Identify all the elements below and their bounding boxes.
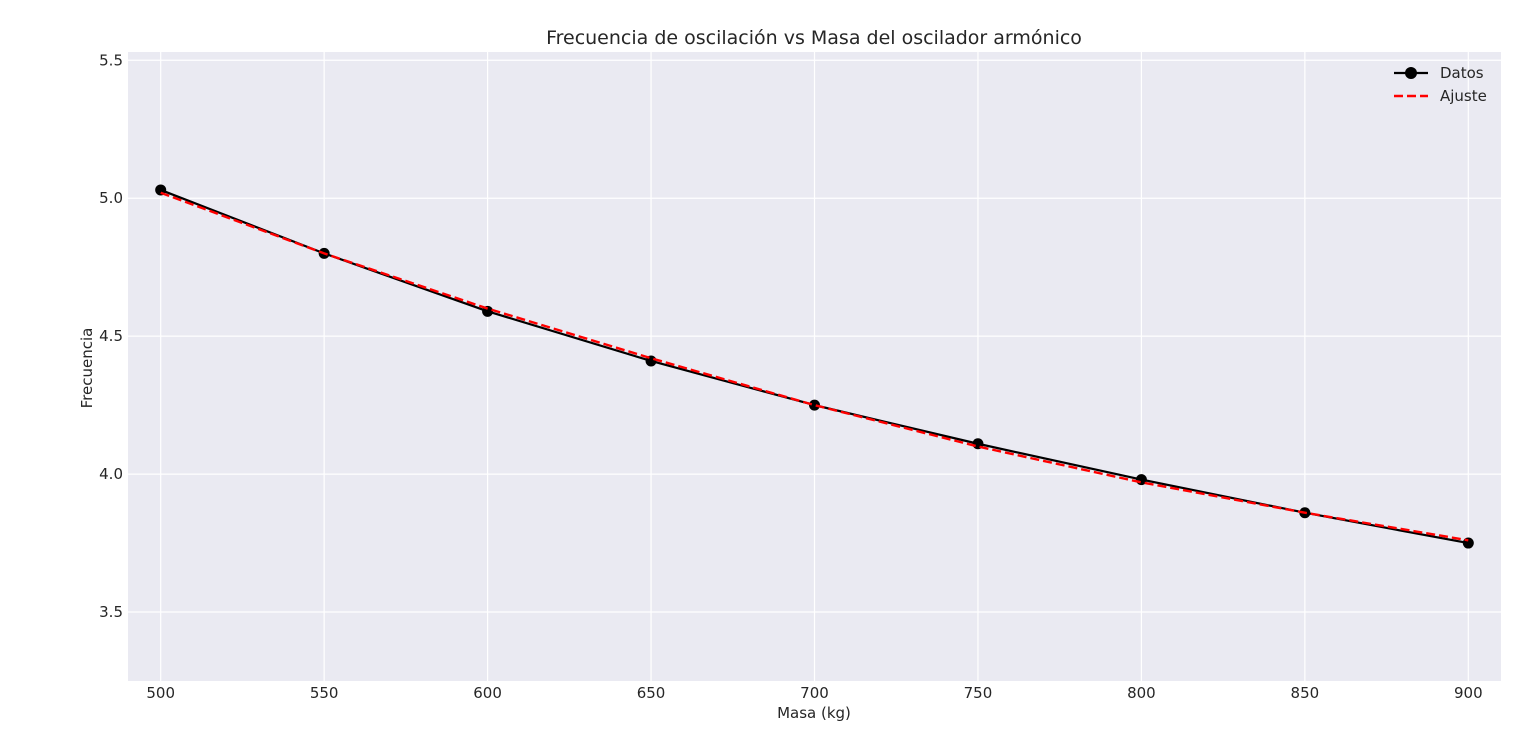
y-tick-label: 5.5 bbox=[99, 51, 123, 69]
y-tick-labels: 3.5 4.0 4.5 5.0 5.5 bbox=[99, 51, 123, 621]
data-point bbox=[809, 399, 820, 411]
x-tick-label: 700 bbox=[800, 684, 829, 702]
x-tick-labels: 500 550 600 650 700 750 800 850 900 bbox=[146, 684, 1482, 702]
grid bbox=[128, 52, 1501, 681]
series-layer bbox=[155, 184, 1474, 549]
y-tick-label: 5.0 bbox=[99, 189, 123, 207]
legend: Datos Ajuste bbox=[1394, 64, 1487, 105]
x-tick-label: 600 bbox=[473, 684, 502, 702]
x-tick-label: 650 bbox=[637, 684, 666, 702]
x-tick-label: 750 bbox=[964, 684, 993, 702]
chart-title: Frecuencia de oscilación vs Masa del osc… bbox=[546, 27, 1082, 49]
y-axis-label: Frecuencia bbox=[78, 328, 96, 409]
y-tick-label: 3.5 bbox=[99, 603, 123, 621]
x-tick-label: 900 bbox=[1454, 684, 1483, 702]
y-tick-label: 4.5 bbox=[99, 327, 123, 345]
x-tick-label: 800 bbox=[1127, 684, 1156, 702]
x-tick-label: 500 bbox=[146, 684, 175, 702]
legend-ajuste-label: Ajuste bbox=[1440, 87, 1487, 105]
x-tick-label: 850 bbox=[1291, 684, 1320, 702]
x-tick-label: 550 bbox=[310, 684, 339, 702]
legend-datos-label: Datos bbox=[1440, 64, 1484, 82]
legend-datos-marker bbox=[1405, 67, 1417, 79]
series-line-ajuste bbox=[160, 191, 1469, 542]
y-tick-label: 4.0 bbox=[99, 465, 123, 483]
x-axis-label: Masa (kg) bbox=[777, 704, 851, 722]
